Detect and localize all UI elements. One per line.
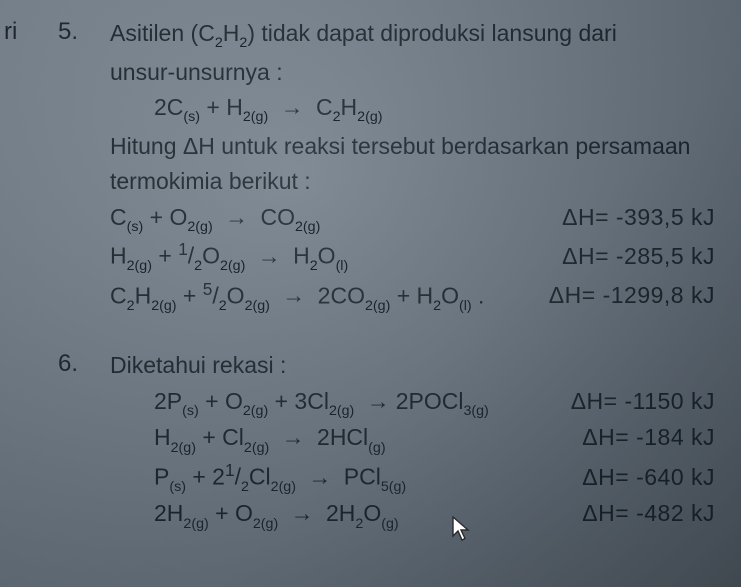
margin-label: ri: [0, 18, 58, 46]
q5-eq3-dh: ΔH= -1299,8 kJ: [535, 279, 715, 311]
q5-equation-2: H2(g) + 1/2O2(g) → H2O(l) ΔH= -285,5 kJ: [110, 237, 715, 276]
question-6: 6. Diketahui rekasi : 2P(s) + O2(g) + 3C…: [0, 350, 715, 534]
q5-equation-3: C2H2(g) + 5/2O2(g) → 2CO2(g) + H2O(l) . …: [110, 277, 715, 316]
q5-eq3-lhs: C2H2(g) + 5/2O2(g) → 2CO2(g) + H2O(l) .: [110, 277, 535, 316]
question-6-body: Diketahui rekasi : 2P(s) + O2(g) + 3Cl2(…: [110, 350, 715, 534]
q6-eq4-lhs: 2H2(g) + O2(g) → 2H2O(g): [154, 497, 568, 534]
q5-text-line-4: termokimia berikut :: [110, 166, 715, 197]
q6-eq3-lhs: P(s) + 21/2Cl2(g) → PCl5(g): [154, 458, 568, 497]
question-6-number: 6.: [58, 350, 110, 378]
q5-target-equation: 2C(s) + H2(g) → C2H2(g): [154, 92, 715, 127]
q6-equation-3: P(s) + 21/2Cl2(g) → PCl5(g) ΔH= -640 kJ: [154, 458, 715, 497]
q6-equation-4: 2H2(g) + O2(g) → 2H2O(g) ΔH= -482 kJ: [154, 497, 715, 534]
q6-eq3-dh: ΔH= -640 kJ: [568, 461, 715, 493]
q5-text-line-1: Asitilen (C2H2) tidak dapat diproduksi l…: [110, 18, 715, 53]
q5-eq1-dh: ΔH= -393,5 kJ: [548, 201, 715, 233]
question-5: ri 5. Asitilen (C2H2) tidak dapat diprod…: [0, 18, 715, 316]
q6-eq1-dh: ΔH= -1150 kJ: [557, 385, 715, 417]
q5-eq1-lhs: C(s) + O2(g) → CO2(g): [110, 201, 548, 238]
q5-eq2-lhs: H2(g) + 1/2O2(g) → H2O(l): [110, 237, 548, 276]
q6-equations: 2P(s) + O2(g) + 3Cl2(g) →2POCl3(g) ΔH= -…: [154, 385, 715, 534]
q5-eq2-dh: ΔH= -285,5 kJ: [548, 240, 715, 272]
page: ri 5. Asitilen (C2H2) tidak dapat diprod…: [0, 0, 741, 587]
q5-equation-1: C(s) + O2(g) → CO2(g) ΔH= -393,5 kJ: [110, 201, 715, 238]
q6-eq2-dh: ΔH= -184 kJ: [568, 421, 715, 453]
q6-eq4-dh: ΔH= -482 kJ: [568, 497, 715, 529]
q5-text-line-2: unsur-unsurnya :: [110, 57, 715, 88]
q6-eq2-lhs: H2(g) + Cl2(g) → 2HCl(g): [154, 421, 568, 458]
q6-eq1-lhs: 2P(s) + O2(g) + 3Cl2(g) →2POCl3(g): [154, 385, 557, 422]
q5-text-line-3: Hitung ΔH untuk reaksi tersebut berdasar…: [110, 131, 715, 162]
q6-text-line-1: Diketahui rekasi :: [110, 350, 715, 381]
q6-equation-1: 2P(s) + O2(g) + 3Cl2(g) →2POCl3(g) ΔH= -…: [154, 385, 715, 422]
q6-equation-2: H2(g) + Cl2(g) → 2HCl(g) ΔH= -184 kJ: [154, 421, 715, 458]
question-5-number: 5.: [58, 18, 110, 46]
question-5-body: Asitilen (C2H2) tidak dapat diproduksi l…: [110, 18, 715, 316]
